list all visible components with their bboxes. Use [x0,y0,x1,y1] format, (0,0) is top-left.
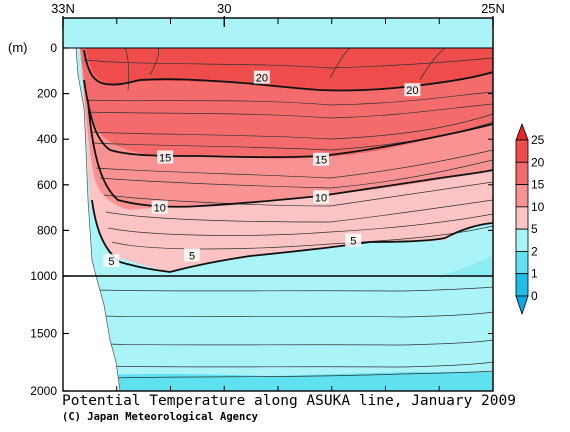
contour-label-bg [184,248,200,262]
contour-line [103,339,493,346]
band-cold-lower-right [440,255,493,276]
legend-swatch [515,206,529,230]
legend-label: 15 [531,178,545,192]
legend-label: 5 [531,222,538,236]
axes: 33N 30 25N 0 200 400 600 800 1000 1500 2000 (m) [8,1,505,398]
legend-label: 25 [531,133,545,147]
temperature-bands [63,18,493,391]
contour-label-bg [313,190,329,204]
contour-line [149,47,160,76]
legend-swatch [515,161,529,185]
y-tick-label: 800 [37,223,57,237]
contour-line [95,149,493,179]
x-tick-label: 25N [481,1,505,16]
legend-label: 1 [531,267,538,281]
legend-label: 2 [531,244,538,258]
contour-5 [91,199,493,273]
y-tick-label: 1500 [30,327,57,341]
y-tick-label: 600 [37,178,57,192]
contour-label: 10 [315,192,327,204]
legend-swatch [515,273,529,297]
chart-credit: (C) Japan Meteorological Agency [62,411,258,423]
labeled-contour-lines [83,49,493,273]
contour-line [99,311,493,318]
contour-line [85,91,493,106]
contour-line [107,361,493,368]
contour-line [329,47,351,79]
y-tick-label: 1000 [30,269,57,283]
contour-line [107,213,493,236]
contour-15 [83,79,493,159]
contour-label-bg [151,200,168,214]
y-tick-label: 200 [37,87,57,101]
y-axis-label: (m) [8,40,28,55]
contour-label: 5 [189,250,195,262]
y-tick-label: 2000 [30,384,57,398]
contour-line [103,181,493,207]
contour-label-bg [253,70,270,84]
contour-label: 15 [315,155,327,167]
x-tick-label: 30 [217,1,231,16]
contour-line [96,286,493,292]
contour-20 [83,49,493,92]
legend-swatch [515,184,529,208]
contour-lines [83,47,493,379]
legend-swatch [515,228,529,252]
contour-label-bg [103,254,120,268]
contour-line [83,57,493,69]
contour-line [111,370,493,379]
contour-line [99,159,493,189]
legend-bottom-arrow [515,295,529,316]
contour-line [419,47,446,81]
contour-label: 20 [256,73,268,85]
contour-label: 15 [159,152,171,164]
legend-label: 0 [531,289,538,303]
legend-label: 10 [531,200,545,214]
contour-line [105,199,493,223]
contour-line [89,113,493,140]
contour-label-bg [404,83,421,97]
x-tick-label: 33N [51,1,75,16]
contour-label-bg [345,233,362,247]
contour-label: 5 [108,256,114,268]
legend-swatch [515,251,529,275]
y-tick-label: 400 [37,132,57,146]
slope-mask-lower [63,275,121,391]
contour-line [124,47,130,91]
contour-label: 10 [154,203,166,215]
chart-title: Potential Temperature along ASUKA line, … [62,393,516,409]
contour-label: 20 [406,85,418,97]
legend-swatch [515,139,529,163]
contour-label: 5 [350,236,356,248]
contour-10 [87,99,493,208]
contour-line [111,225,493,250]
contour-labels: 20 20 15 15 10 10 5 5 5 [103,70,421,268]
y-tick-label: 0 [50,41,57,55]
legend-top-arrow [515,122,529,141]
legend-label: 20 [531,155,545,169]
contour-label-bg [313,152,329,166]
contour-line [87,103,493,119]
contour-label-bg [157,150,174,164]
